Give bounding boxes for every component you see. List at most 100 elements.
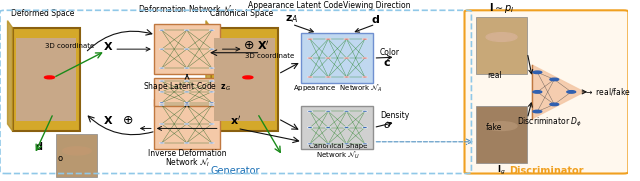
Text: $\oplus$: $\oplus$ [243, 39, 254, 52]
Text: Color: Color [380, 48, 400, 57]
Text: 3D coordinate: 3D coordinate [245, 53, 294, 59]
Circle shape [567, 91, 575, 93]
Text: $\mathbf{X}$: $\mathbf{X}$ [103, 114, 113, 126]
Circle shape [486, 122, 517, 131]
Circle shape [243, 76, 253, 79]
Text: Generator: Generator [211, 166, 260, 176]
Text: Shape Latent Code  $\mathbf{z}_G$: Shape Latent Code $\mathbf{z}_G$ [143, 80, 231, 93]
Circle shape [209, 67, 214, 69]
Circle shape [326, 111, 331, 112]
Circle shape [362, 111, 367, 112]
Text: $\mathbf{d}$: $\mathbf{d}$ [35, 140, 44, 152]
Circle shape [209, 142, 214, 144]
Circle shape [533, 71, 541, 73]
Circle shape [184, 104, 189, 106]
FancyBboxPatch shape [476, 106, 527, 163]
Circle shape [209, 30, 214, 31]
Circle shape [344, 111, 349, 112]
Circle shape [184, 123, 189, 125]
Circle shape [184, 102, 189, 104]
Circle shape [184, 91, 189, 93]
Text: Density: Density [380, 111, 409, 120]
Circle shape [184, 49, 189, 50]
FancyBboxPatch shape [56, 134, 97, 176]
Circle shape [533, 110, 541, 113]
Circle shape [344, 57, 349, 59]
Circle shape [159, 104, 164, 106]
Text: $\mathbf{z}_A$: $\mathbf{z}_A$ [285, 13, 299, 25]
Circle shape [326, 127, 331, 128]
Circle shape [184, 67, 189, 69]
Circle shape [184, 142, 189, 144]
Text: $\mathbf{d}$: $\mathbf{d}$ [371, 13, 380, 25]
Circle shape [184, 30, 189, 31]
FancyBboxPatch shape [476, 17, 527, 74]
FancyBboxPatch shape [214, 38, 275, 121]
Circle shape [307, 38, 313, 40]
FancyBboxPatch shape [154, 99, 220, 149]
Text: Inverse Deformation: Inverse Deformation [148, 149, 227, 158]
Circle shape [159, 102, 164, 104]
FancyBboxPatch shape [154, 24, 220, 74]
Circle shape [159, 67, 164, 69]
FancyBboxPatch shape [154, 78, 220, 106]
Circle shape [326, 57, 331, 59]
Polygon shape [206, 21, 211, 131]
Circle shape [362, 57, 367, 59]
Text: Appearance Latent Code: Appearance Latent Code [248, 1, 342, 10]
Circle shape [326, 143, 331, 145]
Text: Deformation Network $\mathcal{N}_G$: Deformation Network $\mathcal{N}_G$ [138, 4, 236, 16]
Circle shape [362, 38, 367, 40]
FancyBboxPatch shape [16, 38, 76, 121]
Text: $\mathbf{I} \sim p_I$: $\mathbf{I} \sim p_I$ [490, 1, 515, 15]
FancyBboxPatch shape [301, 33, 374, 83]
Text: $\mathbf{X}'$: $\mathbf{X}'$ [257, 39, 270, 52]
Circle shape [159, 91, 164, 93]
Text: $\sigma$: $\sigma$ [383, 120, 392, 130]
Text: $\mathbf{X}$: $\mathbf{X}$ [103, 40, 113, 52]
Text: $\mathbf{I}_g$: $\mathbf{I}_g$ [497, 164, 506, 177]
Polygon shape [532, 65, 584, 119]
Circle shape [307, 57, 313, 59]
Text: Network $\mathcal{N}_I$: Network $\mathcal{N}_I$ [164, 156, 210, 169]
FancyBboxPatch shape [301, 106, 374, 149]
Text: $\rightarrow$ real/fake: $\rightarrow$ real/fake [584, 86, 631, 97]
Text: $\oplus$: $\oplus$ [122, 114, 133, 127]
FancyBboxPatch shape [211, 28, 278, 131]
Circle shape [209, 104, 214, 106]
Circle shape [159, 142, 164, 144]
Circle shape [362, 76, 367, 78]
Text: Discriminator $D_\phi$: Discriminator $D_\phi$ [517, 116, 582, 129]
Text: Canonical Space: Canonical Space [210, 9, 273, 18]
Circle shape [486, 33, 517, 41]
Circle shape [344, 38, 349, 40]
Circle shape [159, 80, 164, 82]
Circle shape [344, 143, 349, 145]
Circle shape [362, 127, 367, 128]
Circle shape [307, 143, 313, 145]
Text: Canonical Shape: Canonical Shape [308, 143, 367, 149]
FancyBboxPatch shape [465, 10, 628, 174]
Circle shape [550, 78, 559, 81]
Circle shape [326, 38, 331, 40]
Polygon shape [8, 21, 13, 131]
Circle shape [533, 91, 541, 93]
Circle shape [344, 76, 349, 78]
Text: o: o [57, 154, 62, 163]
Text: Appearance  Network $\mathcal{N}_A$: Appearance Network $\mathcal{N}_A$ [293, 83, 383, 94]
Text: 3D coordinate: 3D coordinate [45, 43, 94, 49]
Circle shape [159, 30, 164, 31]
Circle shape [209, 49, 214, 50]
Text: real: real [488, 71, 502, 80]
Text: $\mathbf{x}'$: $\mathbf{x}'$ [230, 114, 241, 127]
Circle shape [44, 76, 54, 79]
Circle shape [184, 80, 189, 82]
Circle shape [362, 143, 367, 145]
Circle shape [209, 91, 214, 93]
FancyBboxPatch shape [13, 28, 80, 131]
Text: Network $\mathcal{N}_U$: Network $\mathcal{N}_U$ [316, 150, 360, 161]
Circle shape [63, 147, 91, 155]
Text: Discriminator: Discriminator [509, 166, 584, 176]
Circle shape [550, 103, 559, 106]
Text: $\mathbf{c}$: $\mathbf{c}$ [383, 58, 391, 68]
